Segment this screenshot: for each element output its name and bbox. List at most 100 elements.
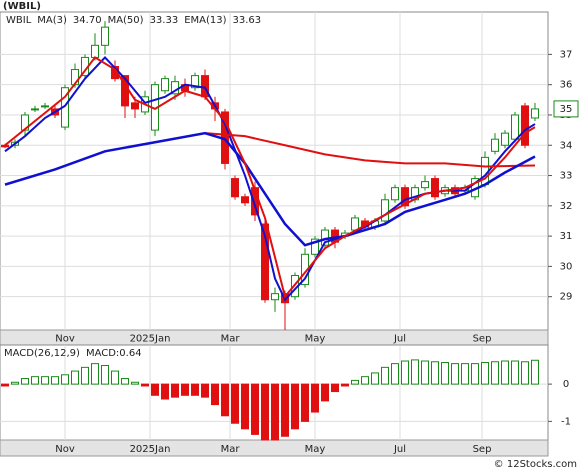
macd-bar [361, 376, 369, 385]
candle-body [131, 102, 139, 110]
macd-bar [451, 363, 459, 385]
last-price-label: 35 [560, 104, 573, 115]
x-tick-label: May [305, 334, 326, 345]
candle-body [521, 105, 529, 146]
x-tick-label: Nov [55, 334, 75, 345]
candle-body [511, 114, 519, 140]
x-tick-label: 2025Jan [130, 334, 171, 345]
macd-bar [51, 376, 59, 385]
macd-bar [251, 383, 259, 435]
candle-body [191, 75, 199, 89]
candle-body [231, 178, 239, 198]
macd-bar [371, 372, 379, 385]
candle-body [351, 217, 359, 231]
y-tick-label: 33 [560, 171, 573, 182]
macd-bar [501, 360, 509, 385]
candle-body [241, 196, 249, 204]
macd-bar [1, 383, 9, 387]
macd-bar [491, 361, 499, 385]
y-tick-label: 0 [563, 379, 569, 390]
macd-bar [181, 383, 189, 396]
candle-body [401, 187, 409, 207]
y-tick-label: 32 [560, 201, 573, 212]
x-tick-label: Nov [55, 444, 75, 455]
macd-bar [531, 359, 539, 385]
ma-line [4, 56, 536, 299]
macd-bar [341, 383, 349, 387]
candle-body [1, 144, 9, 148]
macd-bar [131, 381, 139, 385]
macd-bar [391, 363, 399, 385]
x-tick-label: May [305, 444, 326, 455]
macd-bar [161, 383, 169, 400]
candle-body [531, 108, 539, 119]
x-tick-label: Mar [221, 444, 241, 455]
chart-title: (WBIL) [3, 1, 41, 12]
macd-bar [271, 383, 279, 441]
macd-bar [441, 362, 449, 385]
macd-bar [41, 376, 49, 385]
macd-bar [111, 370, 119, 385]
macd-bar [471, 363, 479, 385]
macd-bar [521, 361, 529, 385]
candle-body [261, 223, 269, 301]
ma-line [4, 131, 536, 247]
macd-bar [211, 383, 219, 406]
candle-body [41, 105, 49, 108]
candle-body [491, 138, 499, 152]
macd-bar [481, 362, 489, 385]
legend-text: 33.33 [150, 15, 179, 26]
y-tick-label: 30 [560, 261, 573, 272]
legend-text: 33.63 [233, 15, 262, 26]
macd-bar [21, 378, 29, 385]
macd-bar [11, 381, 19, 385]
ma-line [204, 132, 536, 168]
candle-body [421, 181, 429, 189]
candle-body [391, 187, 399, 201]
candle-body [101, 26, 109, 46]
y-tick-label: 31 [560, 231, 573, 242]
footer: © 12Stocks.com [494, 459, 577, 470]
candle-body [31, 108, 39, 111]
candle-body [501, 132, 509, 146]
macd-bar [511, 360, 519, 385]
macd-bar [231, 383, 239, 424]
last-price-box [553, 100, 579, 118]
macd-bar [101, 364, 109, 385]
legend-text: WBIL [6, 15, 32, 26]
y-tick-label: 34 [560, 140, 573, 151]
macd-bar [31, 376, 39, 385]
macd-bar [311, 383, 319, 413]
macd-bar [331, 383, 339, 393]
macd-bar [121, 378, 129, 385]
x-tick-label: Jul [393, 444, 406, 455]
macd-bar [411, 359, 419, 385]
candle-body [91, 44, 99, 58]
macd-bar [431, 361, 439, 385]
candle-body [161, 78, 169, 92]
macd-bar [351, 379, 359, 385]
y-tick-label: 37 [560, 49, 573, 60]
macd-bar [381, 366, 389, 385]
macd-bar [71, 370, 79, 385]
macd-bar [81, 366, 89, 385]
macd-value: MACD:0.64 [86, 348, 142, 359]
macd-bar [151, 383, 159, 396]
macd-bar [221, 383, 229, 417]
legend-text: MA(3) [37, 15, 67, 26]
macd-title: MACD(26,12,9) [4, 348, 80, 359]
macd-bar [321, 383, 329, 402]
x-tick-label: Sep [473, 334, 492, 345]
x-tick-label: 2025Jan [130, 444, 171, 455]
x-axis-strip [0, 329, 549, 346]
legend-text: 34.70 [73, 15, 102, 26]
candle-body [381, 199, 389, 222]
macd-bar [141, 383, 149, 387]
x-tick-label: Sep [473, 444, 492, 455]
macd-bar [301, 383, 309, 422]
x-tick-label: Jul [393, 334, 406, 345]
candle-body [431, 178, 439, 198]
x-axis-strip [0, 439, 549, 457]
legend-text: EMA(13) [184, 15, 226, 26]
